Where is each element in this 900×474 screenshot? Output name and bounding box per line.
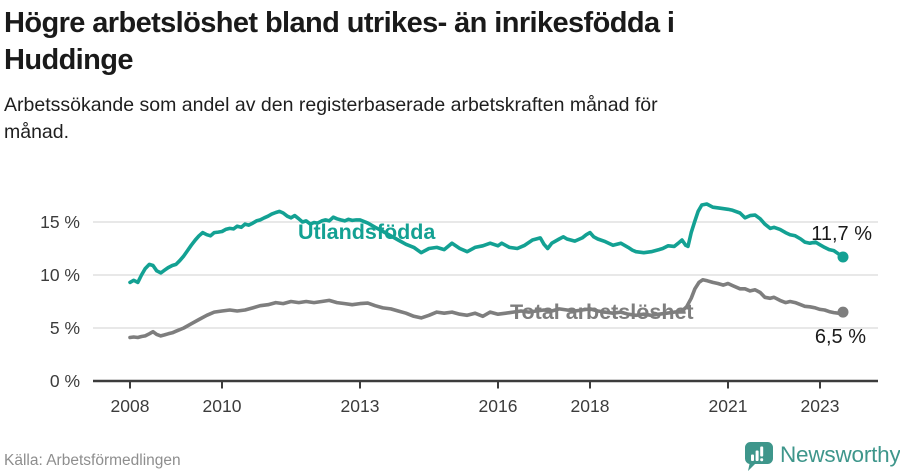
svg-text:2021: 2021: [709, 396, 748, 416]
svg-text:10 %: 10 %: [40, 265, 80, 285]
svg-text:2016: 2016: [479, 396, 518, 416]
source-note: Källa: Arbetsförmedlingen: [4, 452, 181, 469]
svg-text:0 %: 0 %: [50, 371, 80, 391]
newsworthy-logo: Newsworthy: [742, 438, 900, 472]
page-title: Högre arbetslöshet bland utrikes- än inr…: [4, 7, 675, 76]
svg-text:2013: 2013: [341, 396, 380, 416]
svg-text:2008: 2008: [111, 396, 150, 416]
svg-text:2010: 2010: [203, 396, 242, 416]
end-value-label: 6,5 %: [815, 326, 866, 348]
svg-text:2023: 2023: [801, 396, 840, 416]
series-label: Utlandsfödda: [298, 220, 436, 244]
series-label: Total arbetslöshet: [510, 300, 694, 324]
page-subtitle: Arbetssökande som andel av den registerb…: [4, 94, 658, 143]
line-chart: 2008 2010 2013 2016 2018 2021 2023 0 % 5 % 10 % 15…: [40, 202, 878, 416]
newsworthy-bubble-barchart-icon: [745, 441, 773, 471]
svg-text:2018: 2018: [571, 396, 610, 416]
end-value-label: 11,7 %: [811, 223, 872, 245]
newsworthy-wordmark: Newsworthy: [780, 442, 900, 467]
svg-text:15 %: 15 %: [40, 212, 80, 232]
svg-text:5 %: 5 %: [50, 318, 80, 338]
